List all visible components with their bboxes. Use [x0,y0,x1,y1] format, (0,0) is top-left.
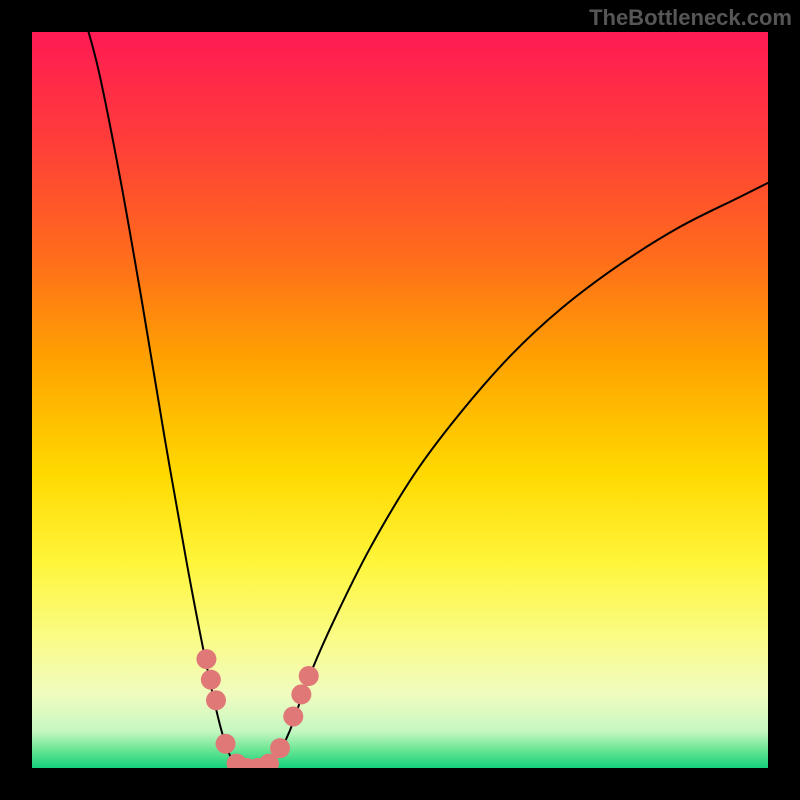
chart-frame: TheBottleneck.com [0,0,800,800]
curve-marker [206,690,226,710]
curve-marker [283,706,303,726]
curve-marker [216,734,236,754]
watermark-text: TheBottleneck.com [589,5,792,31]
curve-marker [201,670,221,690]
curve-marker [299,666,319,686]
curve-marker [196,649,216,669]
curve-marker [270,738,290,758]
curve-marker [291,684,311,704]
gradient-background [32,32,768,768]
bottleneck-chart [0,0,800,800]
